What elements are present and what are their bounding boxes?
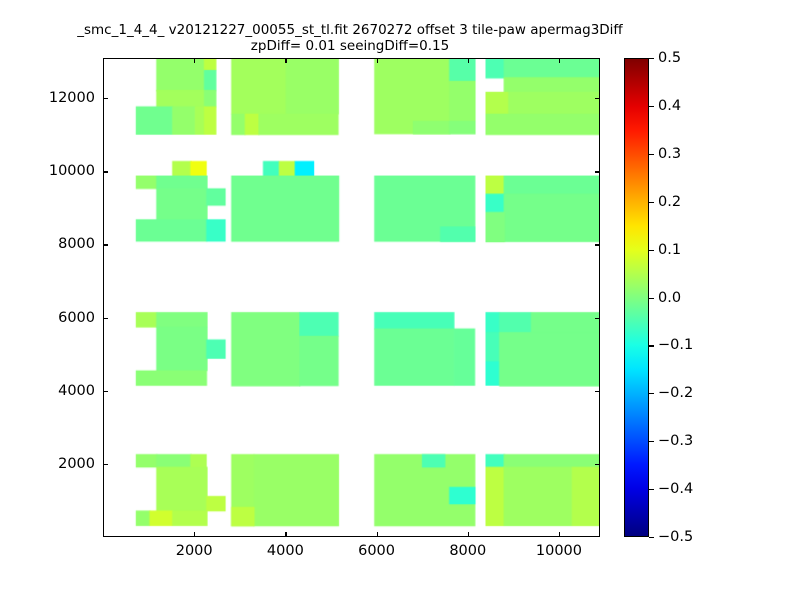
- y-tick: [103, 317, 108, 319]
- y-tick: [595, 390, 600, 392]
- x-tick-label: 10000: [535, 543, 583, 559]
- y-tick: [103, 463, 108, 466]
- x-tick: [376, 532, 378, 537]
- x-tick: [376, 58, 378, 63]
- colorbar-tick: [649, 393, 654, 395]
- y-tick: [103, 98, 108, 100]
- figure-title: _smc_1_4_4_ v20121227_00055_st_tl.fit 26…: [0, 22, 700, 54]
- colorbar-tick: [649, 58, 654, 60]
- y-tick: [103, 390, 108, 392]
- y-tick: [595, 98, 600, 100]
- x-tick: [194, 532, 196, 537]
- x-tick: [467, 58, 469, 63]
- y-tick: [595, 317, 600, 319]
- y-tick: [595, 244, 600, 246]
- x-tick: [194, 58, 196, 63]
- x-tick: [285, 532, 287, 537]
- y-tick: [595, 171, 600, 173]
- colorbar-tick-label: 0.2: [658, 193, 682, 210]
- x-tick: [558, 532, 561, 537]
- x-tick: [467, 532, 469, 537]
- detector-mosaic-heatmap: [104, 59, 599, 536]
- colorbar-tick-label: −0.5: [658, 529, 694, 545]
- colorbar-tick: [649, 105, 654, 108]
- y-tick-label: 2000: [58, 455, 95, 472]
- y-tick-label: 4000: [58, 382, 95, 399]
- colorbar-tick-label: −0.4: [658, 481, 694, 498]
- y-tick: [103, 244, 108, 246]
- title-line-1: _smc_1_4_4_ v20121227_00055_st_tl.fit 26…: [77, 22, 623, 38]
- y-tick-label: 8000: [58, 236, 95, 253]
- colorbar-tick-label: 0.0: [658, 289, 682, 306]
- x-tick-label: 2000: [175, 543, 213, 559]
- colorbar-tick-label: −0.1: [658, 337, 694, 354]
- colorbar-tick-label: 0.5: [658, 50, 682, 66]
- y-tick: [595, 463, 600, 466]
- y-tick: [103, 171, 108, 173]
- y-tick-label: 12000: [48, 90, 95, 107]
- colorbar-tick-label: −0.3: [658, 433, 694, 450]
- colorbar-tick-label: 0.4: [658, 97, 682, 114]
- y-tick-label: 6000: [58, 309, 95, 326]
- colorbar-tick-label: 0.1: [658, 241, 682, 258]
- colorbar-tick: [649, 441, 654, 443]
- colorbar-tick: [649, 537, 654, 539]
- heatmap-axes: [103, 58, 600, 537]
- colorbar-tick: [649, 249, 654, 251]
- colorbar-tick: [649, 297, 654, 299]
- colorbar-tick: [649, 201, 654, 203]
- x-tick: [285, 58, 287, 63]
- x-tick-label: 8000: [449, 543, 487, 559]
- colorbar-tick-label: −0.2: [658, 385, 694, 402]
- colorbar: [624, 58, 649, 537]
- colorbar-tick-label: 0.3: [658, 145, 682, 162]
- title-line-2: zpDiff= 0.01 seeingDiff=0.15: [250, 38, 450, 54]
- colorbar-gradient: [625, 59, 648, 536]
- x-tick-label: 4000: [266, 543, 304, 559]
- x-tick-label: 6000: [358, 543, 396, 559]
- y-tick-label: 10000: [48, 163, 95, 180]
- x-tick: [558, 58, 561, 63]
- colorbar-tick: [649, 345, 654, 347]
- colorbar-tick: [649, 153, 654, 155]
- colorbar-tick: [649, 489, 654, 491]
